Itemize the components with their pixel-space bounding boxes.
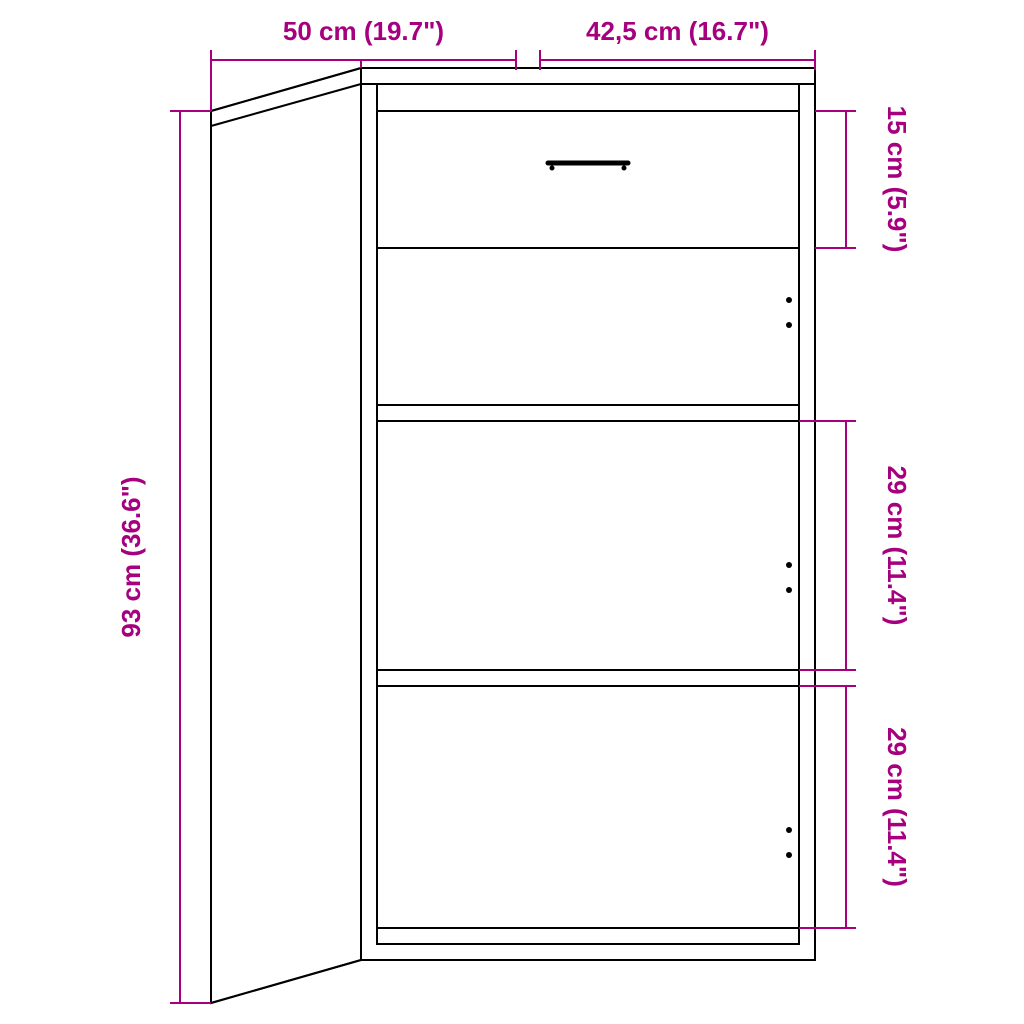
bottom-panel: [377, 928, 799, 944]
dim-shelf-mid: 29 cm (11.4"): [882, 466, 912, 626]
dim-height: 93 cm (36.6"): [116, 476, 146, 637]
dimension-diagram: 50 cm (19.7") 42,5 cm (16.7") 93 cm (36.6"…: [0, 0, 1024, 1024]
dim-width: 50 cm (19.7"): [283, 16, 444, 46]
side-panel: [211, 68, 361, 1003]
handle-post-l: [550, 166, 555, 171]
dim-shelf-bot: 29 cm (11.4"): [882, 727, 912, 887]
handle-post-r: [622, 166, 627, 171]
dim-drawer: 15 cm (5.9"): [882, 106, 912, 253]
drawer-front: [377, 111, 799, 248]
shelf-1: [377, 405, 799, 421]
shelf-2: [377, 670, 799, 686]
dim-depth: 42,5 cm (16.7"): [586, 16, 769, 46]
cabinet-drawing: [211, 68, 815, 1003]
